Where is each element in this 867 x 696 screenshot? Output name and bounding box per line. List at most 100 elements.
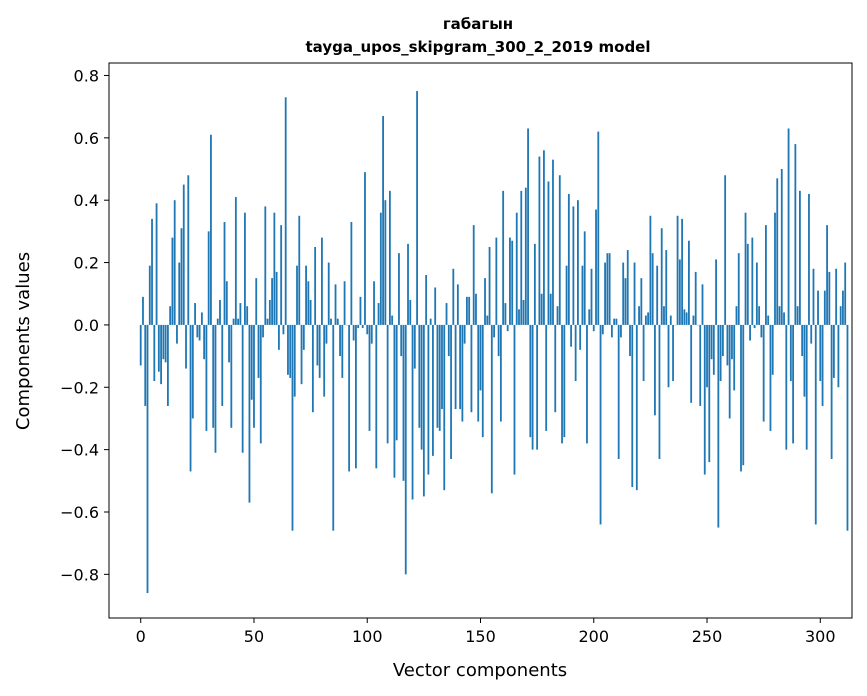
bar-component-26 bbox=[198, 324, 201, 341]
bar-component-128 bbox=[429, 318, 432, 325]
bar-component-188 bbox=[565, 265, 568, 325]
bar-component-15 bbox=[173, 200, 176, 325]
bar-component-36 bbox=[221, 324, 224, 406]
bar-component-298 bbox=[814, 324, 817, 525]
bar-component-198 bbox=[588, 309, 591, 325]
bar-component-34 bbox=[216, 318, 219, 325]
bar-component-205 bbox=[604, 262, 606, 325]
bar-component-178 bbox=[543, 150, 545, 325]
bar-component-9 bbox=[160, 324, 162, 385]
bar-component-61 bbox=[277, 324, 280, 350]
bar-component-49 bbox=[250, 324, 253, 400]
bar-component-266 bbox=[742, 324, 745, 466]
bar-component-291 bbox=[798, 190, 801, 325]
bar-component-272 bbox=[755, 262, 758, 325]
bar-component-88 bbox=[339, 324, 341, 357]
bar-component-194 bbox=[579, 324, 582, 350]
bar-component-206 bbox=[606, 253, 609, 325]
bar-component-113 bbox=[395, 324, 398, 441]
bar-component-75 bbox=[309, 299, 312, 325]
bar-component-296 bbox=[810, 324, 813, 344]
bar-component-227 bbox=[654, 324, 656, 416]
bar-component-172 bbox=[529, 324, 532, 438]
bar-component-166 bbox=[515, 212, 518, 325]
bar-component-286 bbox=[787, 128, 790, 325]
bar-component-243 bbox=[690, 324, 693, 403]
bar-component-268 bbox=[746, 243, 749, 325]
bar-component-237 bbox=[676, 215, 679, 325]
bar-component-38 bbox=[225, 281, 228, 325]
bar-component-62 bbox=[280, 225, 283, 325]
bar-component-287 bbox=[789, 324, 792, 382]
bar-component-111 bbox=[391, 315, 394, 325]
bar-component-215 bbox=[626, 250, 629, 325]
bar-component-202 bbox=[597, 131, 600, 325]
bar-component-7 bbox=[155, 203, 158, 325]
bar-component-41 bbox=[232, 318, 235, 325]
bar-component-84 bbox=[330, 318, 332, 325]
bar-component-46 bbox=[244, 212, 246, 325]
bar-component-253 bbox=[712, 324, 715, 375]
bar-component-51 bbox=[255, 278, 258, 325]
bar-component-119 bbox=[409, 299, 412, 325]
bar-component-311 bbox=[844, 262, 847, 325]
bar-component-130 bbox=[434, 287, 437, 325]
bar-component-225 bbox=[649, 215, 652, 325]
bar-component-17 bbox=[178, 262, 181, 325]
bar-component-234 bbox=[669, 315, 672, 325]
bar-component-132 bbox=[438, 324, 441, 431]
x-tick-label: 250 bbox=[692, 627, 723, 646]
bar-component-301 bbox=[821, 324, 824, 406]
bar-component-122 bbox=[416, 91, 418, 325]
bar-component-118 bbox=[407, 243, 409, 325]
bar-component-200 bbox=[592, 324, 595, 332]
bar-component-126 bbox=[425, 275, 428, 325]
bar-component-274 bbox=[760, 324, 763, 338]
bar-component-197 bbox=[586, 324, 588, 444]
bar-component-4 bbox=[148, 265, 151, 325]
bar-component-249 bbox=[703, 324, 706, 475]
bar-component-16 bbox=[176, 324, 178, 344]
y-axis-label: Components values bbox=[13, 252, 34, 430]
bar-component-66 bbox=[289, 324, 292, 378]
bar-component-10 bbox=[162, 324, 165, 360]
bar-component-102 bbox=[370, 324, 373, 344]
bar-component-269 bbox=[749, 324, 751, 341]
bar-component-222 bbox=[642, 324, 645, 382]
bar-component-120 bbox=[411, 324, 414, 500]
bar-component-239 bbox=[681, 218, 684, 325]
bar-component-11 bbox=[164, 324, 167, 363]
bar-component-281 bbox=[776, 178, 779, 325]
bar-component-107 bbox=[382, 116, 384, 325]
bar-component-289 bbox=[794, 144, 797, 325]
bar-component-93 bbox=[350, 222, 353, 325]
bar-component-63 bbox=[282, 324, 285, 335]
bar-component-230 bbox=[660, 228, 663, 325]
bar-component-146 bbox=[470, 324, 473, 413]
bar-component-185 bbox=[558, 175, 561, 325]
y-tick-label: 0.8 bbox=[74, 66, 99, 85]
bar-component-29 bbox=[205, 324, 208, 431]
bar-component-168 bbox=[520, 190, 523, 325]
bar-component-90 bbox=[343, 281, 346, 325]
bar-component-254 bbox=[715, 259, 717, 325]
bar-component-306 bbox=[832, 324, 835, 378]
bar-component-109 bbox=[386, 324, 389, 444]
bar-component-133 bbox=[441, 324, 443, 410]
bar-component-53 bbox=[259, 324, 262, 444]
bar-component-167 bbox=[518, 309, 520, 325]
bar-component-174 bbox=[533, 243, 536, 325]
bar-component-212 bbox=[620, 324, 622, 338]
bar-component-263 bbox=[735, 306, 738, 325]
bar-component-115 bbox=[400, 324, 403, 357]
bar-component-285 bbox=[785, 324, 788, 450]
bar-component-72 bbox=[302, 324, 305, 350]
bar-component-19 bbox=[182, 184, 185, 325]
bar-component-299 bbox=[817, 290, 819, 325]
bar-component-50 bbox=[253, 324, 255, 428]
bar-component-305 bbox=[830, 324, 833, 459]
bar-component-165 bbox=[513, 324, 516, 475]
bar-component-67 bbox=[291, 324, 294, 531]
bar-component-219 bbox=[635, 324, 638, 491]
bar-component-193 bbox=[577, 200, 579, 325]
